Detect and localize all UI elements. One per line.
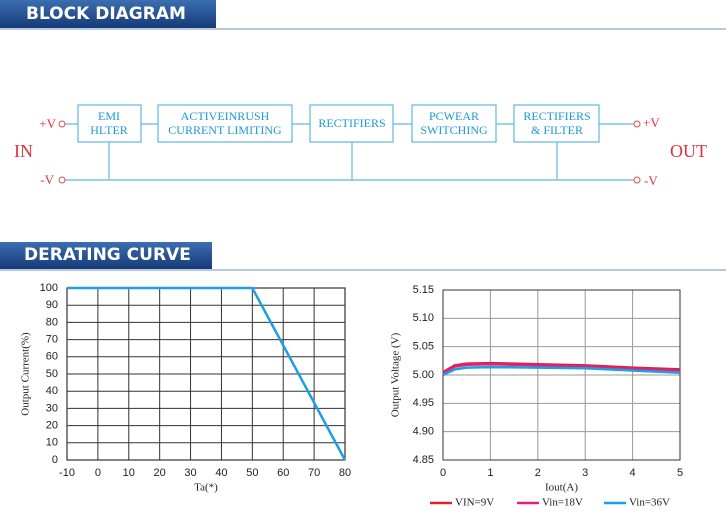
x-tick-label: 60 [277, 467, 289, 479]
x-tick-label: 3 [582, 467, 588, 479]
banner [0, 242, 212, 269]
block [309, 104, 394, 143]
y-tick-label: 70 [46, 334, 58, 346]
legend-label: Vin=36V [629, 497, 670, 509]
terminal [58, 176, 66, 184]
y-tick-label: 5.10 [413, 312, 434, 324]
block [157, 104, 293, 143]
y-tick-label: 90 [46, 299, 58, 311]
block-label: ACTIVEINRUSH [181, 109, 270, 123]
terminal [58, 120, 66, 128]
y-tick-label: 5.15 [413, 284, 434, 296]
x-axis-label: Ta(*) [194, 482, 218, 494]
block-label: SWITCHING [420, 123, 488, 137]
x-tick-label: 20 [154, 467, 166, 479]
charts: -10 0 10 20 30 40 50 60 70 8001020304050607080901… [20, 282, 684, 509]
y-tick-label: 5.00 [413, 369, 434, 381]
legend-label: VIN=9V [455, 497, 494, 509]
y-tick-label: 60 [46, 351, 58, 363]
y-axis-label: Output Current(%) [20, 332, 32, 416]
y-axis-label: Output Voltage (V) [390, 332, 402, 417]
x-tick-label: -10 [59, 467, 75, 479]
legend-label: Vin=18V [542, 497, 583, 509]
y-tick-label: 40 [46, 385, 58, 397]
x-tick-label: 50 [246, 467, 258, 479]
block-diagram: EMI HLTER ACTIVEINRUSH CURRENT LIMITING … [14, 104, 707, 188]
terminal-label: -V [40, 172, 54, 187]
block-label: HLTER [90, 123, 128, 137]
block-label: PCWEAR [429, 109, 479, 123]
block [513, 104, 600, 143]
x-tick-label: 30 [184, 467, 196, 479]
terminal-label: +V [643, 115, 660, 130]
block [77, 104, 142, 143]
y-tick-label: 100 [40, 282, 58, 294]
block-label: CURRENT LIMITING [168, 123, 282, 137]
y-tick-label: 0 [52, 454, 58, 466]
y-tick-label: 80 [46, 316, 58, 328]
io-label: OUT [670, 141, 707, 161]
banner [0, 0, 216, 28]
section-title: BLOCK DIAGRAM [26, 4, 186, 24]
y-tick-label: 4.90 [413, 426, 434, 438]
block [411, 104, 497, 143]
x-tick-label: 4 [630, 467, 636, 479]
data-line [442, 365, 681, 377]
data-line [442, 362, 681, 375]
y-tick-label: 4.95 [413, 397, 434, 409]
y-tick-label: 50 [46, 368, 58, 380]
x-tick-label: 1 [487, 467, 493, 479]
x-tick-label: 2 [535, 467, 541, 479]
x-tick-label: 40 [215, 467, 227, 479]
y-tick-label: 10 [46, 437, 58, 449]
x-tick-label: 0 [440, 467, 446, 479]
section-title: DERATING CURVE [24, 245, 191, 265]
y-tick-label: 4.85 [413, 454, 434, 466]
x-tick-label: 70 [308, 467, 320, 479]
data-line [67, 286, 347, 461]
x-tick-label: 0 [95, 467, 101, 479]
terminal [633, 120, 641, 128]
terminal-label: -V [644, 173, 658, 188]
block-label: EMI [98, 109, 120, 123]
x-tick-label: 5 [677, 467, 683, 479]
y-tick-label: 30 [46, 402, 58, 414]
x-axis-label: Iout(A) [545, 482, 578, 494]
y-tick-label: 5.05 [413, 341, 434, 353]
terminal-label: +V [39, 116, 56, 131]
terminal [633, 176, 641, 184]
x-tick-label: 10 [123, 467, 135, 479]
block-label: & FILTER [531, 123, 583, 137]
x-tick-label: 80 [339, 467, 351, 479]
block-label: RECTIFIERS [318, 116, 385, 130]
block-label: RECTIFIERS [523, 109, 590, 123]
y-tick-label: 20 [46, 420, 58, 432]
io-label: IN [14, 141, 33, 161]
